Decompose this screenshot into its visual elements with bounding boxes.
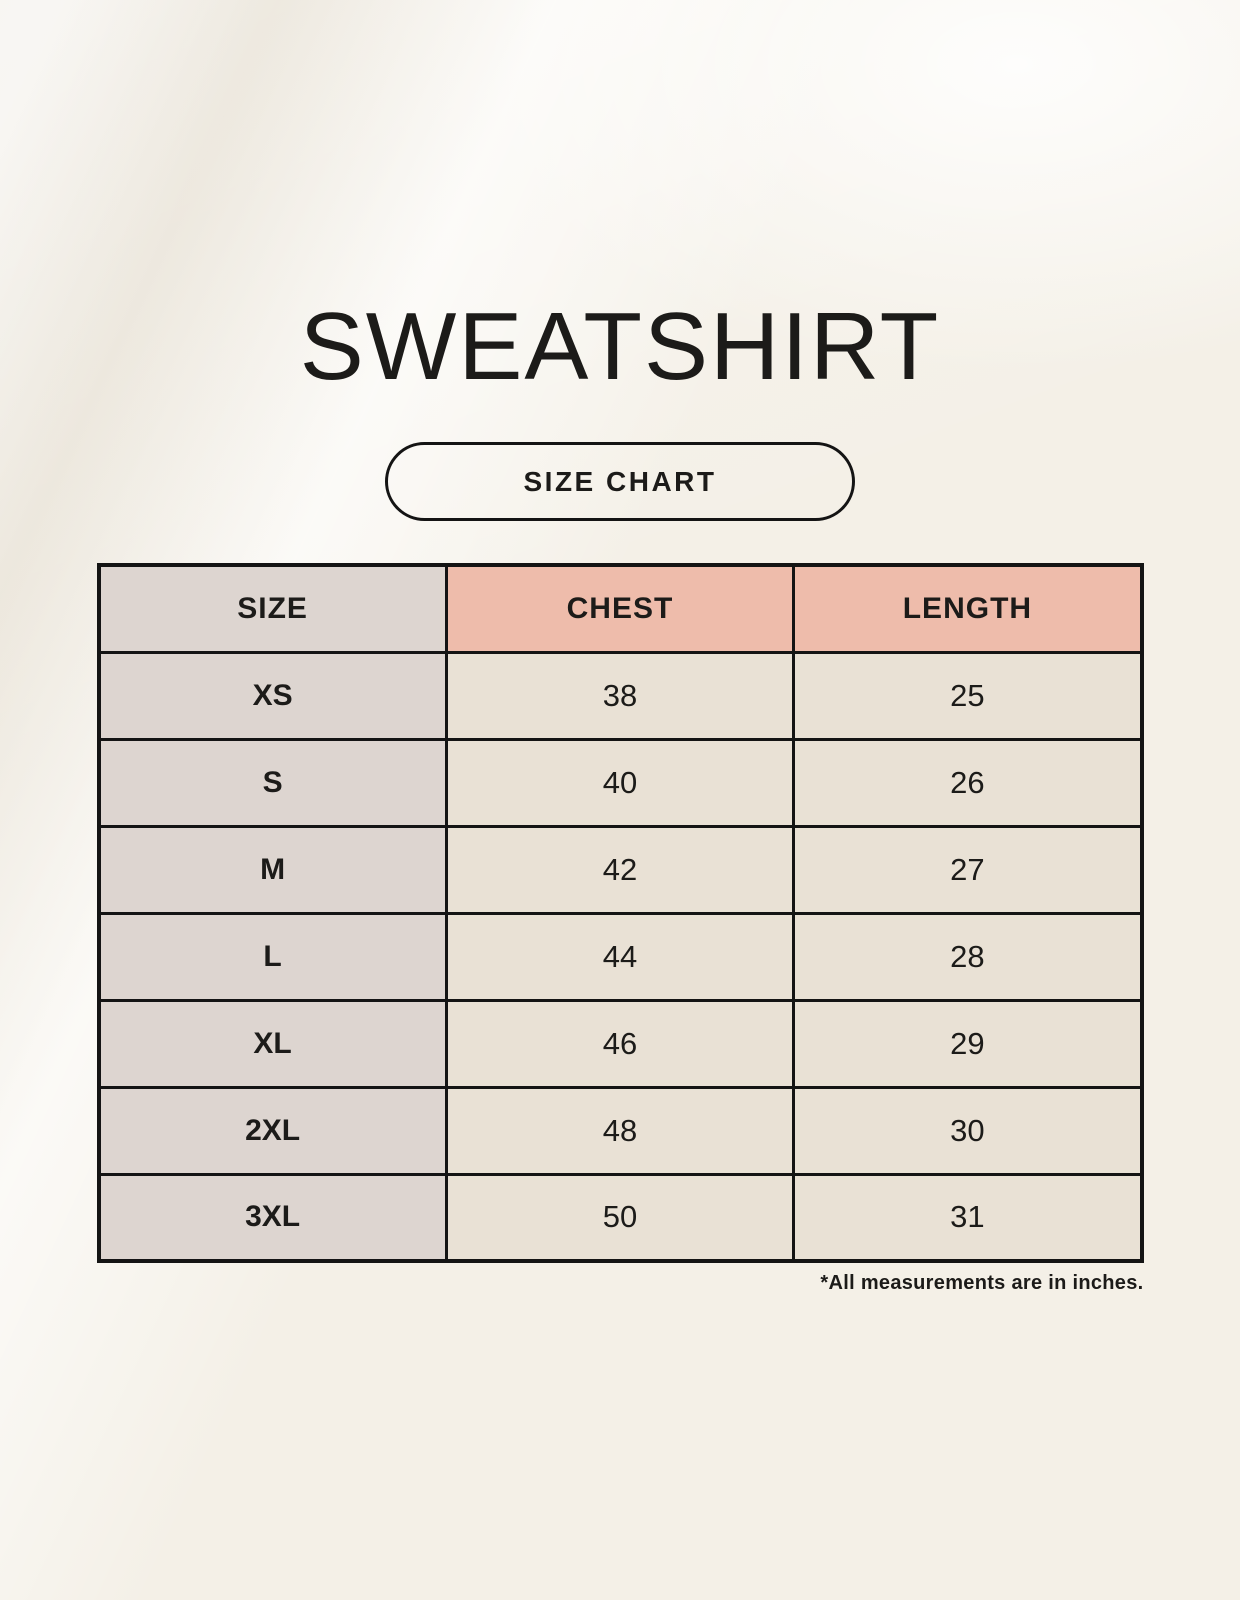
size-label: M	[97, 824, 448, 915]
size-table: SIZE CHEST LENGTH XS 38 25 S 40 26 M	[96, 563, 1144, 1263]
page-title: SWEATSHIRT	[299, 293, 941, 400]
length-value: 26	[792, 737, 1143, 828]
table-header-row: SIZE CHEST LENGTH	[97, 563, 1143, 654]
length-value: 28	[792, 911, 1143, 1002]
size-label: S	[97, 737, 448, 828]
table-row-2xl: 2XL 48 30	[97, 1085, 1143, 1176]
size-label: L	[97, 911, 448, 1002]
table-row-xl: XL 46 29	[97, 998, 1143, 1089]
chest-value: 50	[444, 1172, 796, 1263]
length-value: 27	[792, 824, 1143, 915]
size-chart-badge-label: SIZE CHART	[523, 465, 717, 497]
size-label: XS	[97, 650, 448, 741]
measurements-footnote: *All measurements are in inches.	[820, 1272, 1144, 1294]
size-label: 2XL	[97, 1085, 448, 1176]
chest-value: 38	[444, 650, 796, 741]
length-value: 30	[792, 1085, 1143, 1176]
chest-value: 40	[444, 737, 796, 828]
length-value: 31	[792, 1172, 1143, 1263]
table-row-l: L 44 28	[97, 911, 1143, 1002]
chest-value: 42	[444, 824, 796, 915]
chest-value: 46	[444, 998, 796, 1089]
chest-value: 48	[444, 1085, 796, 1176]
size-label: 3XL	[97, 1172, 448, 1263]
length-value: 29	[792, 998, 1143, 1089]
size-chart-badge: SIZE CHART	[385, 442, 855, 521]
column-header-size: SIZE	[97, 563, 448, 654]
column-header-chest: CHEST	[444, 563, 796, 654]
length-value: 25	[792, 650, 1143, 741]
chest-value: 44	[444, 911, 796, 1002]
size-table-container: SIZE CHEST LENGTH XS 38 25 S 40 26 M	[96, 563, 1144, 1263]
table-row-m: M 42 27	[97, 824, 1143, 915]
table-row-3xl: 3XL 50 31	[97, 1172, 1143, 1263]
column-header-length: LENGTH	[792, 563, 1143, 654]
table-row-xs: XS 38 25	[97, 650, 1143, 741]
table-row-s: S 40 26	[97, 737, 1143, 828]
size-label: XL	[97, 998, 448, 1089]
